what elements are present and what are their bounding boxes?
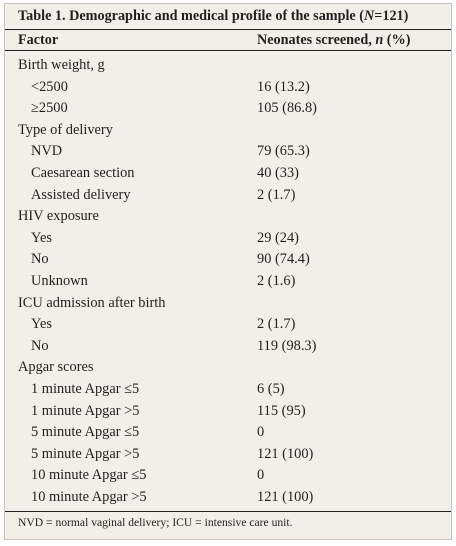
row-value <box>244 293 451 315</box>
header-neonates-screened: Neonates screened, n (%) <box>244 30 451 50</box>
table-row: 10 minute Apgar ≤5 0 <box>5 465 451 487</box>
row-value: 79 (65.3) <box>257 143 310 160</box>
row-value: 121 (100) <box>257 488 314 505</box>
row-factor-label: Type of delivery <box>18 121 113 138</box>
table-bottom-rule <box>5 511 451 513</box>
row-factor-label: 1 minute Apgar >5 <box>31 402 140 419</box>
row-factor-label: NVD <box>31 143 63 160</box>
row-value: 0 <box>257 467 265 484</box>
table-row: Caesarean section 40 (33) <box>5 163 451 185</box>
table-row: Yes 29 (24) <box>5 228 451 250</box>
row-value: 121 (100) <box>257 445 314 462</box>
row-value: 105 (86.8) <box>257 100 317 117</box>
row-factor-label: Yes <box>31 229 52 246</box>
caption-n-symbol: N <box>364 8 375 24</box>
row-factor-label: Birth weight, g <box>18 57 105 73</box>
row-factor-label: <2500 <box>31 78 68 95</box>
table-row: ≥2500 105 (86.8) <box>5 98 451 120</box>
caption-text: Table 1. Demographic and medical profile… <box>18 8 365 24</box>
table-footnote: NVD = normal vaginal delivery; ICU = int… <box>18 516 293 530</box>
row-factor-label: Assisted delivery <box>31 186 131 203</box>
row-value: 40 (33) <box>257 164 299 181</box>
row-factor-label: 10 minute Apgar ≤5 <box>31 467 147 484</box>
row-value <box>244 55 451 77</box>
table-row: No 90 (74.4) <box>5 249 451 271</box>
row-factor-label: Yes <box>31 316 52 333</box>
table-row: 1 minute Apgar >5 115 (95) <box>5 401 451 423</box>
table-group-row: ICU admission after birth <box>5 293 451 315</box>
row-factor-label: ≥2500 <box>31 100 68 117</box>
row-value: 119 (98.3) <box>257 337 317 354</box>
table-group-row: Birth weight, g <box>5 55 451 77</box>
row-factor-label: ICU admission after birth <box>18 294 166 311</box>
row-factor-label: HIV exposure <box>18 208 99 225</box>
table-row: 10 minute Apgar >5 121 (100) <box>5 487 451 509</box>
table-caption: Table 1. Demographic and medical profile… <box>5 4 451 29</box>
demographic-table: Table 1. Demographic and medical profile… <box>4 3 452 540</box>
caption-suffix: =121) <box>374 8 409 24</box>
row-value: 2 (1.7) <box>257 316 296 333</box>
table-row: <2500 16 (13.2) <box>5 77 451 99</box>
table-row: No 119 (98.3) <box>5 336 451 358</box>
row-value: 2 (1.6) <box>257 272 296 289</box>
header-value-text: Neonates screened, <box>257 32 376 48</box>
header-value-n: n <box>375 32 384 48</box>
table-row: 5 minute Apgar ≤5 0 <box>5 422 451 444</box>
table-group-row: Type of delivery <box>5 120 451 142</box>
table-group-row: HIV exposure <box>5 206 451 228</box>
row-value: 90 (74.4) <box>257 251 310 268</box>
row-value: 0 <box>257 424 265 441</box>
header-value-suffix: (%) <box>383 32 411 48</box>
row-factor-label: 10 minute Apgar >5 <box>31 488 147 505</box>
row-value: 16 (13.2) <box>257 78 310 95</box>
row-value: 29 (24) <box>257 229 299 246</box>
row-value: 6 (5) <box>257 380 285 397</box>
row-value <box>244 357 451 379</box>
row-value: 2 (1.7) <box>257 186 296 203</box>
row-value <box>244 120 451 142</box>
table-body: Birth weight, g <2500 16 (13.2) ≥2500 105 (8… <box>5 51 451 508</box>
row-factor-label: 5 minute Apgar >5 <box>31 445 140 462</box>
row-factor-label: 5 minute Apgar ≤5 <box>31 424 140 441</box>
header-factor: Factor <box>18 32 59 48</box>
table-row: Unknown 2 (1.6) <box>5 271 451 293</box>
row-value <box>244 206 451 228</box>
row-factor-label: Apgar scores <box>18 359 94 376</box>
row-factor-label: Caesarean section <box>31 164 135 181</box>
table-group-row: Apgar scores <box>5 357 451 379</box>
table-row: Yes 2 (1.7) <box>5 314 451 336</box>
row-factor-label: Unknown <box>31 272 88 289</box>
row-factor-label: No <box>31 251 49 268</box>
table-row: NVD 79 (65.3) <box>5 141 451 163</box>
row-factor-label: No <box>31 337 49 354</box>
table-row: Assisted delivery 2 (1.7) <box>5 185 451 207</box>
table-row: 5 minute Apgar >5 121 (100) <box>5 444 451 466</box>
row-value: 115 (95) <box>257 402 306 419</box>
row-factor-label: 1 minute Apgar ≤5 <box>31 380 140 397</box>
table-header-row: Factor Neonates screened, n (%) <box>5 29 451 51</box>
table-row: 1 minute Apgar ≤5 6 (5) <box>5 379 451 401</box>
